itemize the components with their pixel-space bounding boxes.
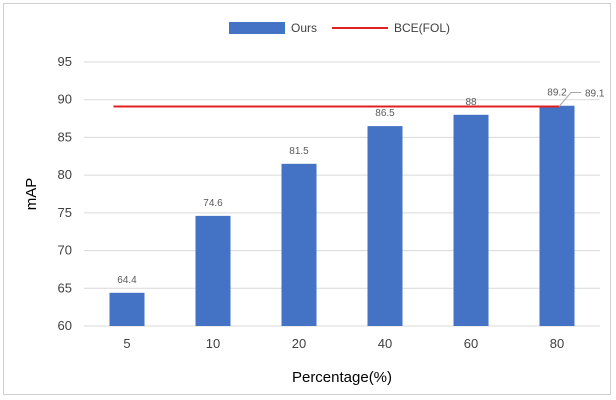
y-tick-label: 90 [58,92,72,107]
x-tick-label: 10 [206,336,220,351]
bar-data-label: 86.5 [375,108,395,119]
legend-label-ours: Ours [291,21,317,35]
bar-data-label: 88 [465,97,477,108]
y-tick-label: 60 [58,318,72,333]
y-tick-label: 80 [58,167,72,182]
y-tick-label: 75 [58,205,72,220]
x-tick-label: 5 [123,336,130,351]
x-tick-label: 60 [464,336,478,351]
y-tick-label: 65 [58,280,72,295]
y-tick-label: 85 [58,129,72,144]
baseline-data-label: 89.1 [585,89,605,100]
x-tick-label: 20 [292,336,306,351]
bar-data-label: 81.5 [289,146,309,157]
y-tick-label: 70 [58,243,72,258]
bar-data-label: 64.4 [117,275,137,286]
bar [195,215,231,326]
bar [367,126,403,326]
bar [109,292,145,326]
x-tick-label: 40 [378,336,392,351]
y-axis-title: mAP [23,178,40,211]
y-tick-label: 95 [58,54,72,69]
bar [281,163,317,326]
legend-swatch-bar [229,22,285,34]
bar [539,105,575,327]
bar-data-label: 74.6 [203,198,223,209]
baseline-leader-line [558,92,581,107]
x-tick-label: 80 [550,336,564,351]
bar [453,114,489,326]
legend-label-bce-fol: BCE(FOL) [394,21,450,35]
bar-data-label: 89.2 [547,88,567,99]
x-axis-title: Percentage(%) [292,369,392,386]
